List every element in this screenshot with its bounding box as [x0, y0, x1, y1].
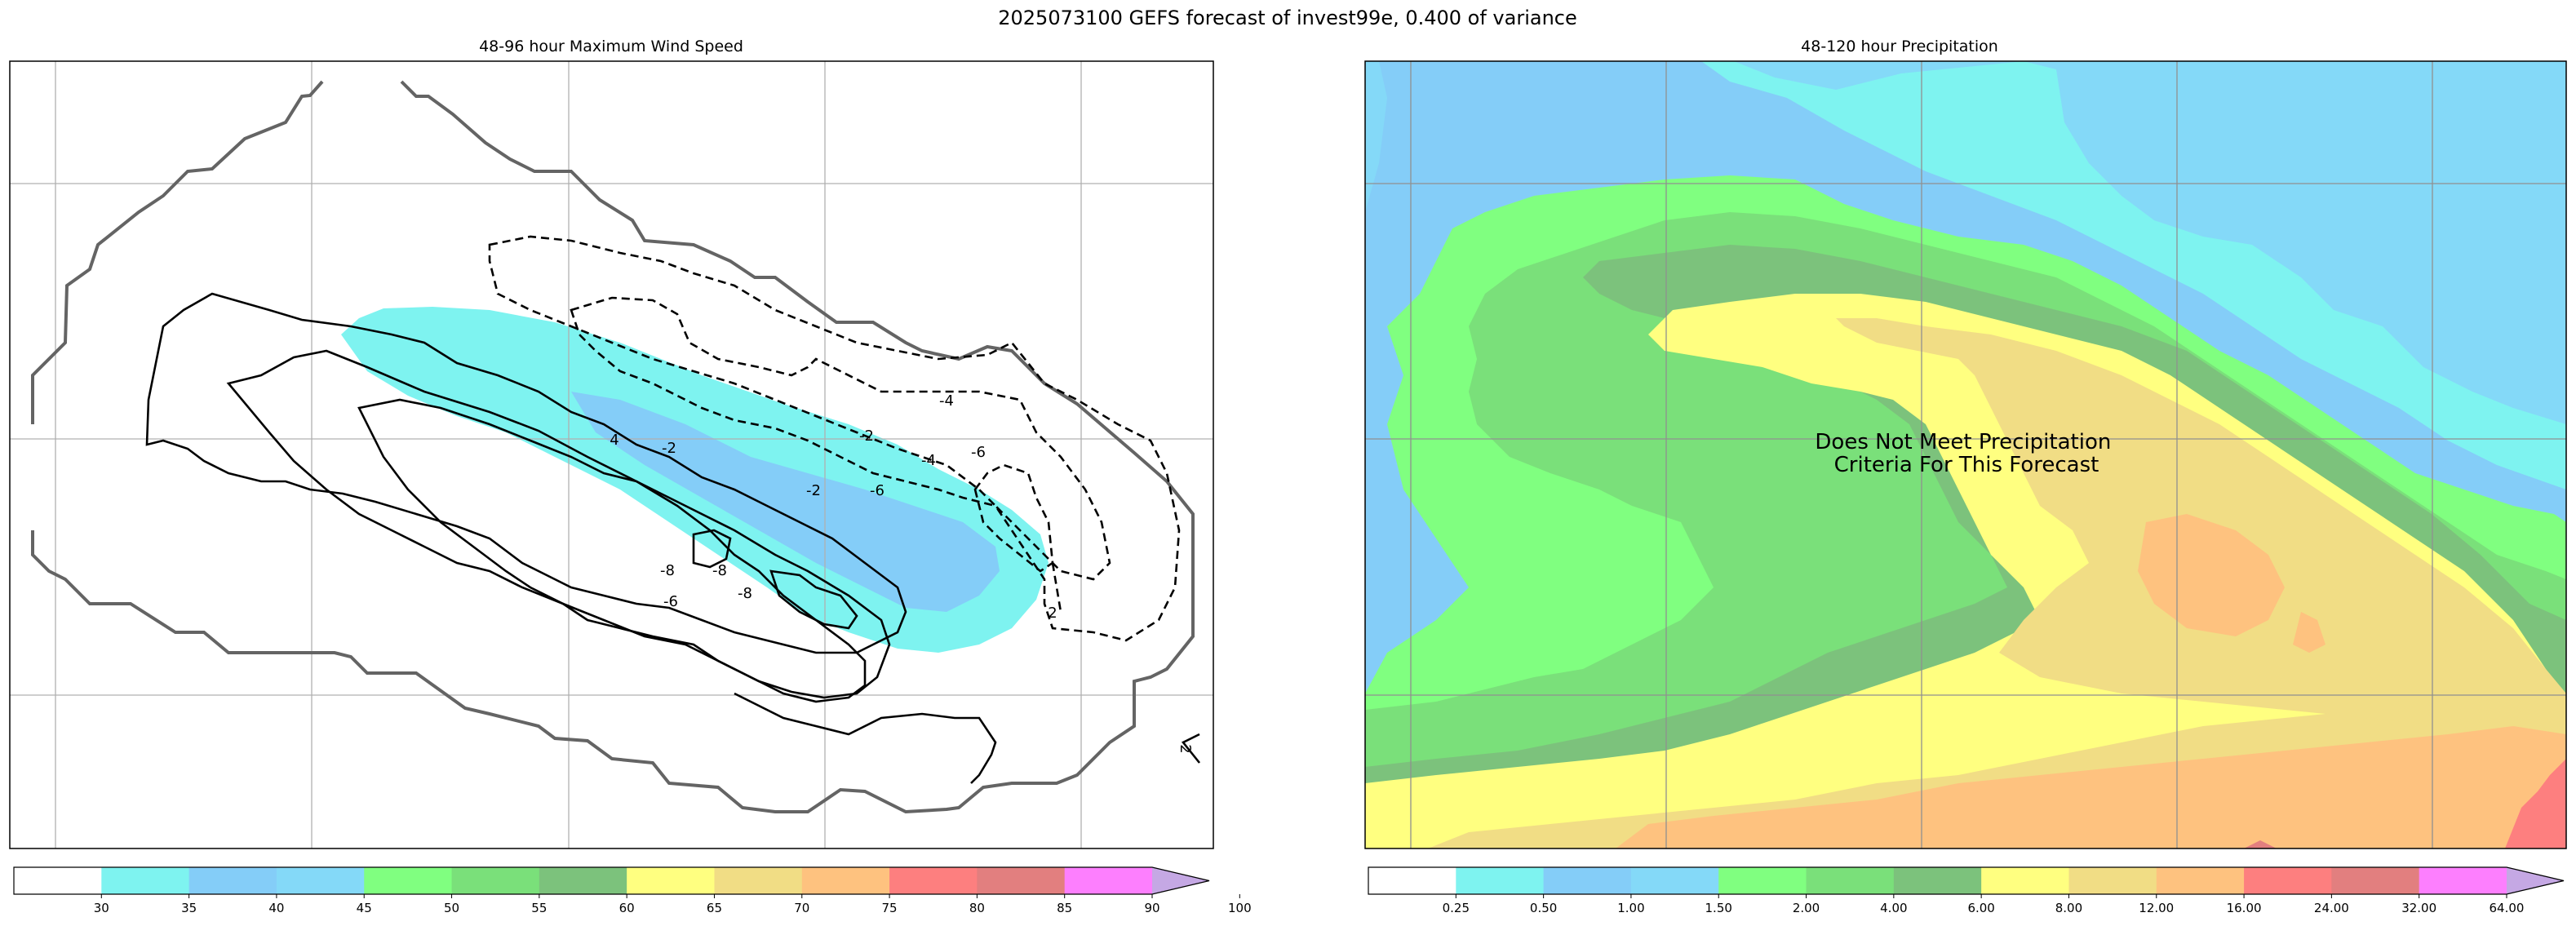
colorbar-tick-label: 65	[707, 901, 722, 915]
precip-filled-contours	[1365, 61, 2566, 848]
colorbar-tick-label: 6.00	[1967, 901, 1994, 915]
precip-criteria-note: Does Not Meet Precipitation Criteria For…	[1815, 430, 2117, 477]
colorbar-segment	[276, 867, 365, 894]
colorbar-segment	[1806, 867, 1895, 894]
colorbar-segment	[101, 867, 190, 894]
wind-gridlines	[10, 61, 1213, 848]
colorbar-segment	[1543, 867, 1632, 894]
contour-label: -2	[662, 440, 676, 457]
contour-label: -6	[971, 444, 986, 461]
colorbar-segment	[2068, 867, 2157, 894]
colorbar-segment	[1718, 867, 1807, 894]
colorbar-tick-label: 4.00	[1880, 901, 1907, 915]
contour-label: -6	[663, 593, 678, 610]
colorbar-extend-arrow	[2507, 867, 2564, 894]
colorbar-tick-label: 32.00	[2401, 901, 2436, 915]
colorbar-tick-label: 40	[268, 901, 284, 915]
colorbar-tick-label: 1.00	[1617, 901, 1644, 915]
colorbar-segment	[451, 867, 540, 894]
contour-label: -2	[859, 428, 874, 445]
colorbar-segment	[714, 867, 803, 894]
colorbar-tick-label: 90	[1144, 901, 1159, 915]
colorbar-tick-label: 1.50	[1705, 901, 1732, 915]
wind-panel-title: 48-96 hour Maximum Wind Speed	[479, 38, 743, 55]
colorbar-tick-label: 60	[619, 901, 635, 915]
colorbar-tick-label: 30	[94, 901, 109, 915]
colorbar-segment	[2331, 867, 2420, 894]
wind-dashed-contours	[488, 235, 1181, 642]
precip-colorbar: 0.25 0.50 1.00 1.50 2.00 4.00 6.00 8.00 12.00 16.…	[1368, 866, 2565, 915]
colorbar-segment	[539, 867, 627, 894]
colorbar-outline	[13, 866, 1210, 895]
figure-title: 2025073100 GEFS forecast of invest99e, 0…	[998, 7, 1577, 29]
colorbar-tick-label: 50	[444, 901, 459, 915]
colorbar-segment	[364, 867, 453, 894]
colorbar-tick-label: 16.00	[2227, 901, 2262, 915]
colorbar-segment	[1981, 867, 2069, 894]
colorbar-segment	[2419, 867, 2507, 894]
colorbar-segment	[1893, 867, 1982, 894]
contour-label: -8	[660, 562, 675, 579]
colorbar-segment	[1630, 867, 1719, 894]
precip-criteria-note-line: Does Not Meet Precipitation	[1815, 430, 2111, 454]
colorbar-segment	[1456, 867, 1545, 894]
colorbar-tick-label: 12.00	[2139, 901, 2174, 915]
colorbar-tick-label: 0.50	[1530, 901, 1557, 915]
wind-speed-panel: 48-96 hour Maximum Wind Speed	[9, 38, 1252, 915]
colorbar-segment	[2156, 867, 2245, 894]
contour-label: -4	[921, 452, 936, 469]
colorbar-tick-label: 24.00	[2314, 901, 2349, 915]
contour-label: 4	[610, 432, 619, 449]
colorbar-tick-label: 0.25	[1443, 901, 1470, 915]
colorbar-segment	[627, 867, 715, 894]
precipitation-panel: 48-120 hour Precipitation	[1364, 38, 2567, 915]
wind-outer-contour	[31, 80, 1195, 814]
colorbar-segment	[14, 867, 102, 894]
contour-label: -6	[870, 482, 885, 499]
wind-contour-labels: -4 -2 -6 -4 -6 -2 4 -2 2 -8 -8 -8 -6 2	[610, 392, 1194, 754]
colorbar-tick-label: 70	[794, 901, 809, 915]
precip-panel-title: 48-120 hour Precipitation	[1801, 38, 1998, 55]
colorbar-tick-label: 55	[531, 901, 547, 915]
contour-label: -8	[738, 585, 752, 602]
wind-colorbar: 30 35 40 45 50 55 60 65 70 75 80 85 90 100	[13, 866, 1252, 915]
colorbar-tick-label: 75	[882, 901, 898, 915]
colorbar-segment	[1368, 867, 1456, 894]
contour-label: 2	[1177, 744, 1194, 753]
contour-label: -4	[939, 392, 954, 410]
colorbar-tick-label: 85	[1057, 901, 1072, 915]
contour-label: -2	[806, 482, 821, 499]
colorbar-tick-label: 8.00	[2055, 901, 2082, 915]
contour-label: 2	[1048, 605, 1057, 622]
precip-plot-frame	[1364, 60, 2567, 849]
colorbar-segment	[188, 867, 277, 894]
precip-criteria-note-line: Criteria For This Forecast	[1834, 453, 2099, 477]
colorbar-tick-label: 35	[181, 901, 197, 915]
colorbar-tick-label: 64.00	[2490, 901, 2525, 915]
wind-plot-frame	[9, 60, 1214, 849]
colorbar-tick-label: 80	[969, 901, 985, 915]
contour-label: -8	[712, 562, 727, 579]
wind-fill-35-40	[571, 392, 1000, 612]
wind-solid-contours	[145, 292, 1201, 784]
colorbar-segment	[2244, 867, 2332, 894]
colorbar-segment	[801, 867, 890, 894]
colorbar-extend-arrow	[1152, 867, 1209, 894]
colorbar-outline	[1368, 866, 2565, 895]
colorbar-tick-label: 100	[1228, 901, 1252, 915]
colorbar-tick-label: 2.00	[1793, 901, 1820, 915]
colorbar-tick-label: 45	[357, 901, 372, 915]
colorbar-segment	[889, 867, 978, 894]
colorbar-segment	[977, 867, 1066, 894]
colorbar-segment	[1064, 867, 1153, 894]
